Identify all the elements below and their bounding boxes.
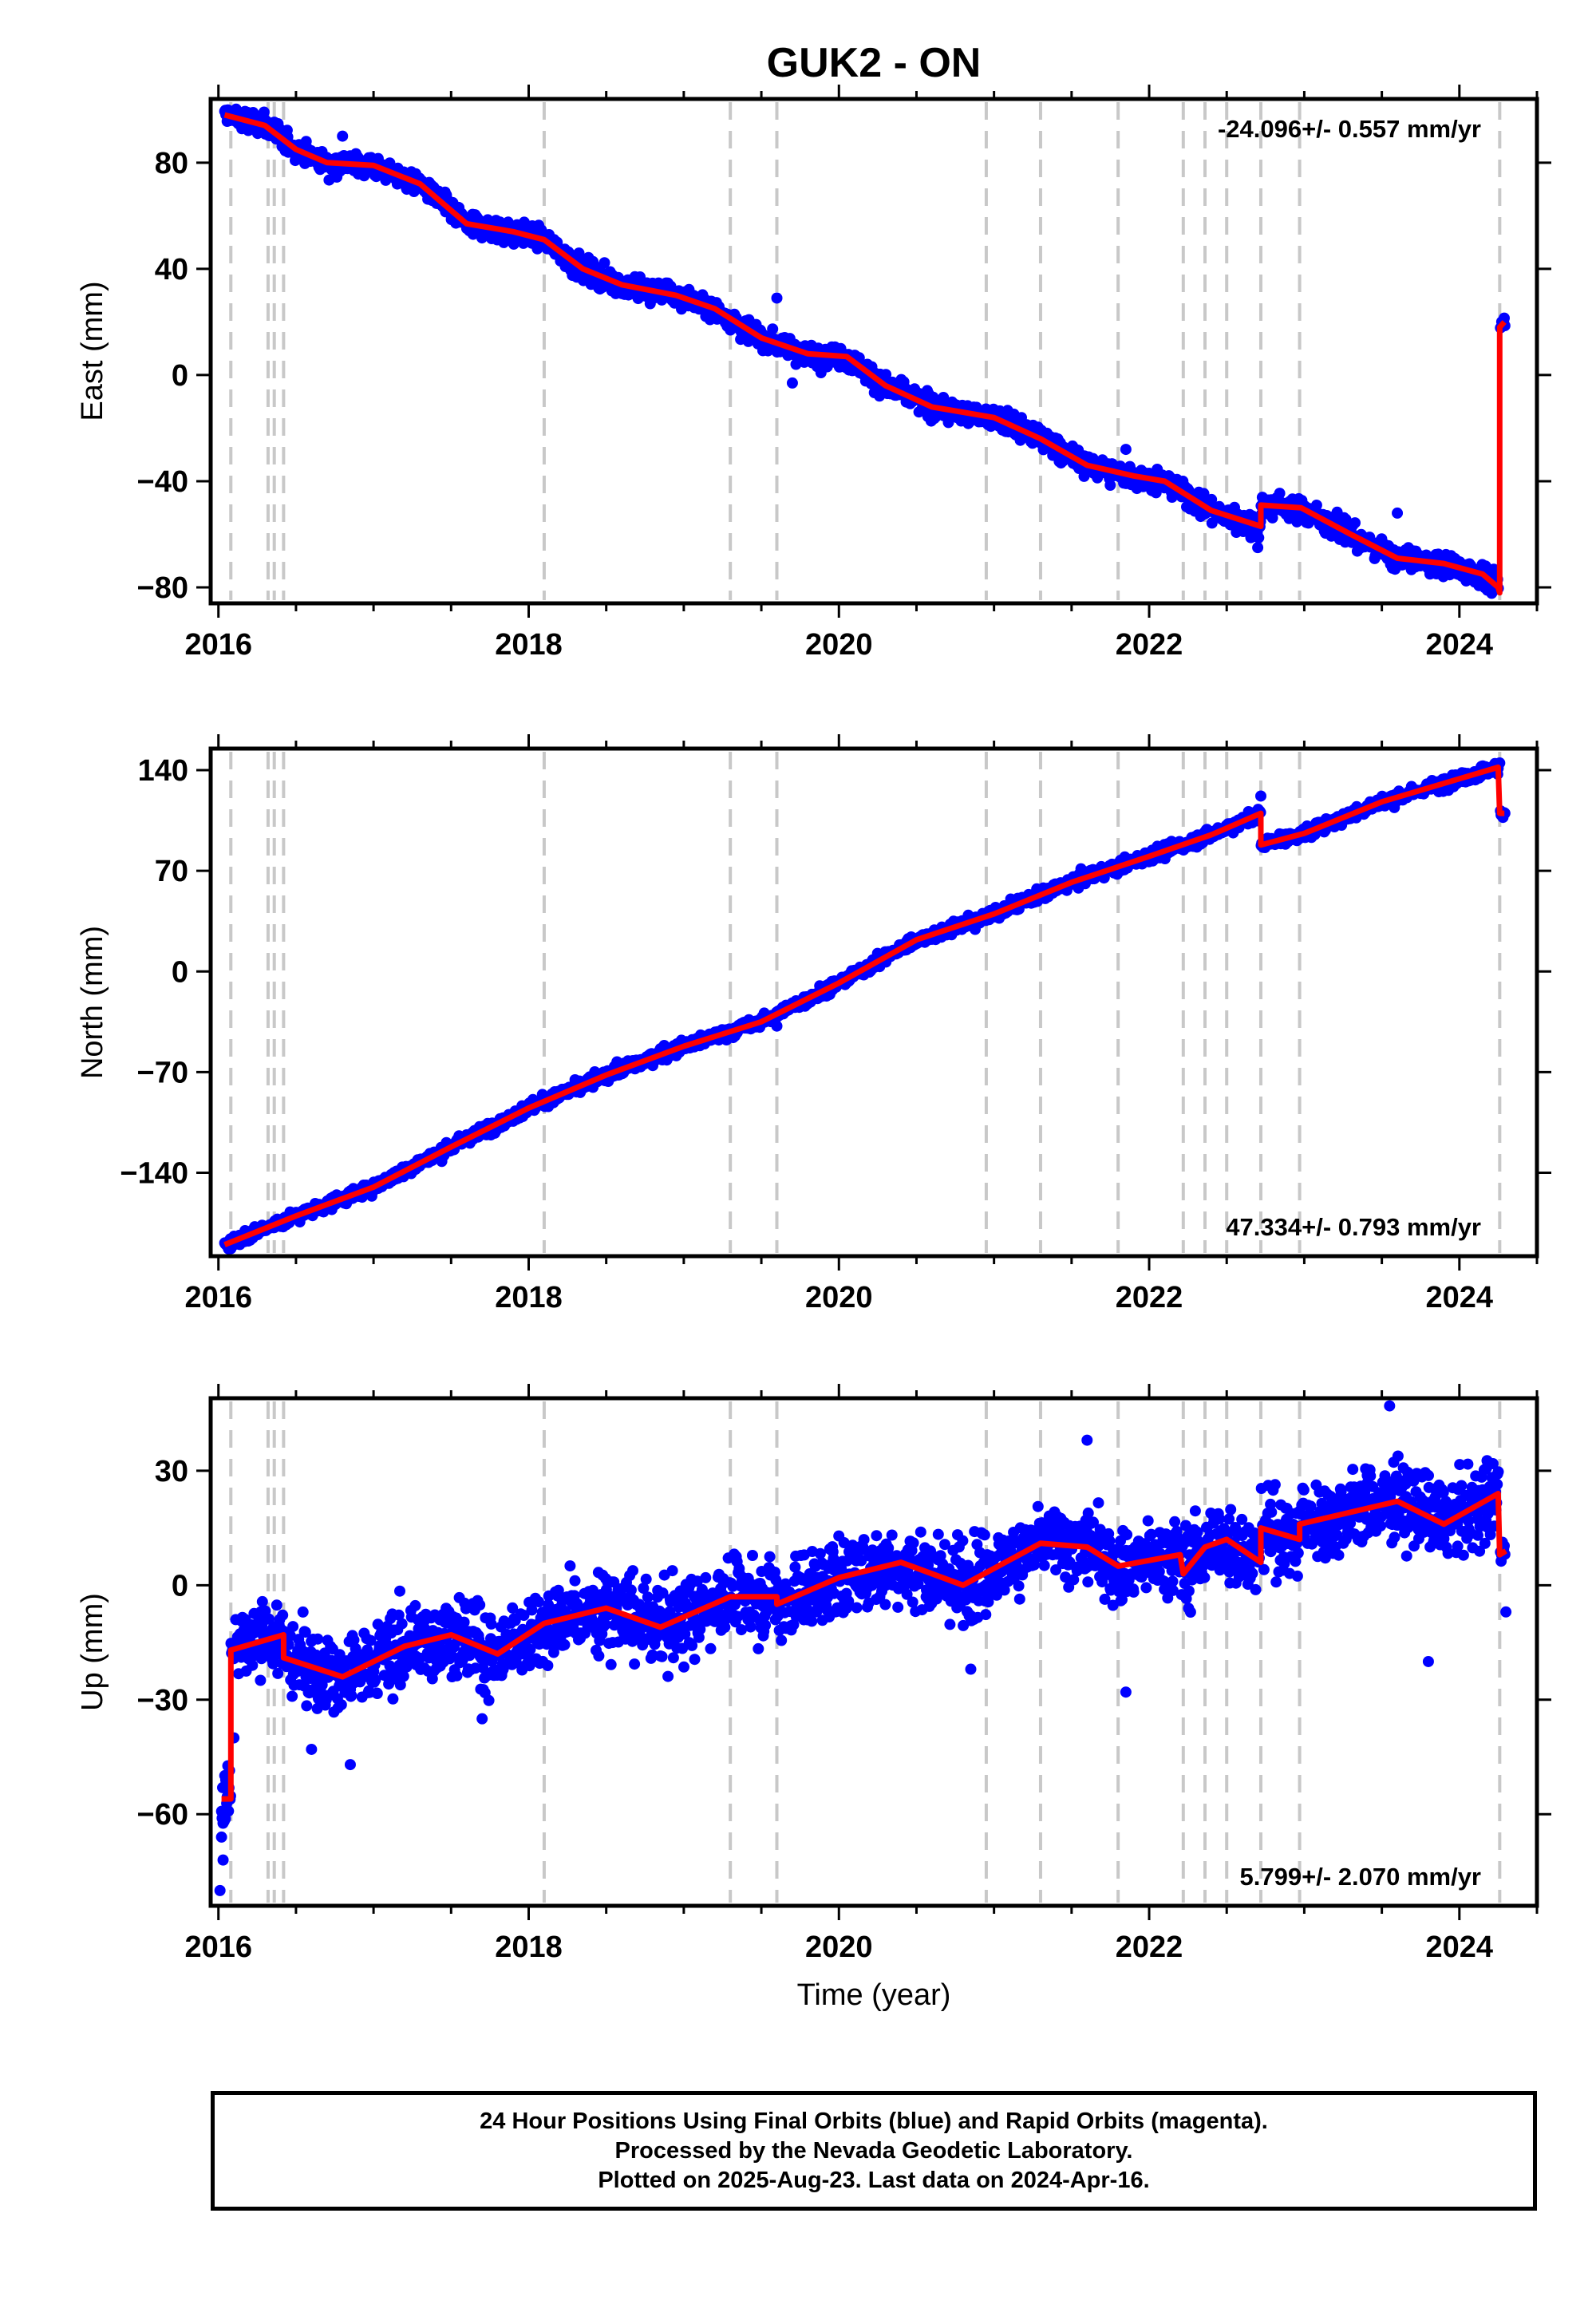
data-point <box>387 1693 399 1705</box>
x-tick-label: 2020 <box>805 1281 873 1314</box>
data-point <box>312 1633 324 1645</box>
panels: 2016 2018 2020 2022 2024 −80 −40 0 40 80 East (mm)… <box>76 85 1551 1964</box>
y-tick-label: 0 <box>172 955 188 989</box>
y-tick-label: −40 <box>137 465 188 499</box>
data-point <box>247 1659 259 1671</box>
data-point <box>483 1694 495 1706</box>
data-point <box>485 1618 497 1630</box>
y-tick-label: −140 <box>120 1157 188 1191</box>
data-points-up <box>214 1400 1512 1896</box>
x-tick-label: 2024 <box>1426 1281 1494 1314</box>
data-point <box>258 106 270 118</box>
data-point <box>1206 493 1218 505</box>
x-tick-label: 2016 <box>184 1281 252 1314</box>
outlier-point <box>1120 444 1132 456</box>
y-axis-label: East (mm) <box>76 281 109 421</box>
data-point <box>335 1699 347 1711</box>
data-point <box>277 1609 289 1621</box>
outlier-point <box>771 1020 783 1032</box>
data-point <box>287 1621 299 1633</box>
panel-east: 2016 2018 2020 2022 2024 −80 −40 0 40 80 East (mm)… <box>76 85 1551 662</box>
velocity-label: -24.096+/- 0.557 mm/yr <box>1218 115 1481 143</box>
y-tick-label: 40 <box>155 253 188 287</box>
x-tick-label: 2022 <box>1116 1281 1183 1314</box>
data-point <box>409 1599 421 1611</box>
data-point <box>297 1606 309 1618</box>
outlier-point <box>1252 542 1264 554</box>
x-tick-label: 2018 <box>495 628 563 662</box>
data-point <box>605 1658 617 1670</box>
outlier-point <box>337 130 349 142</box>
x-tick-label: 2020 <box>805 628 873 662</box>
data-point <box>394 1585 405 1597</box>
y-tick-label: −70 <box>137 1056 188 1089</box>
outlier-point <box>771 292 783 304</box>
outlier-point <box>786 377 798 389</box>
y-tick-label: 140 <box>138 754 188 788</box>
y-tick-label: 70 <box>155 855 188 888</box>
data-point <box>533 1596 544 1608</box>
data-point <box>451 1670 463 1682</box>
plot-frame <box>208 97 1539 606</box>
data-point <box>559 1638 571 1650</box>
data-point <box>629 1658 641 1670</box>
data-point <box>223 1805 235 1817</box>
data-point <box>1310 500 1322 511</box>
x-tick-label: 2016 <box>184 628 252 662</box>
data-point <box>346 1690 358 1701</box>
y-tick-label: −80 <box>137 571 188 605</box>
data-point <box>767 323 779 335</box>
data-point <box>542 1660 554 1671</box>
data-point <box>1253 532 1265 543</box>
data-point <box>625 1584 637 1596</box>
data-point <box>593 1650 605 1662</box>
x-tick-label: 2022 <box>1116 628 1183 662</box>
data-point <box>396 1618 408 1630</box>
x-tick-label: 2024 <box>1426 628 1494 662</box>
y-tick-label: 80 <box>155 147 188 180</box>
data-points-north <box>219 757 1511 1255</box>
data-point <box>272 1667 284 1679</box>
y-tick-label: 0 <box>172 359 188 393</box>
data-point <box>569 1575 581 1587</box>
data-point <box>474 1599 486 1611</box>
data-point <box>271 1599 282 1611</box>
figure-title: GUK2 - ON <box>767 40 982 86</box>
model-fit-line <box>223 112 1507 596</box>
panel-north: 2016 2018 2020 2022 2024 −140 −70 0 70 140 North (… <box>76 734 1551 1314</box>
data-point <box>598 257 610 269</box>
data-point <box>371 1688 383 1699</box>
velocity-label: 47.334+/- 0.793 mm/yr <box>1226 1213 1481 1241</box>
data-point <box>1349 517 1361 529</box>
data-point <box>627 1565 638 1577</box>
data-point <box>564 1560 576 1572</box>
data-point <box>1104 480 1116 491</box>
x-tick-label: 2018 <box>495 1281 563 1314</box>
data-point <box>255 1674 267 1686</box>
outlier-point <box>1254 790 1266 802</box>
outlier-point <box>1392 507 1404 519</box>
data-point <box>1487 563 1499 575</box>
data-point <box>286 1690 298 1702</box>
data-point <box>1274 488 1286 500</box>
data-points-east <box>219 103 1511 599</box>
data-point <box>301 1700 313 1712</box>
y-axis-label: North (mm) <box>76 926 109 1079</box>
